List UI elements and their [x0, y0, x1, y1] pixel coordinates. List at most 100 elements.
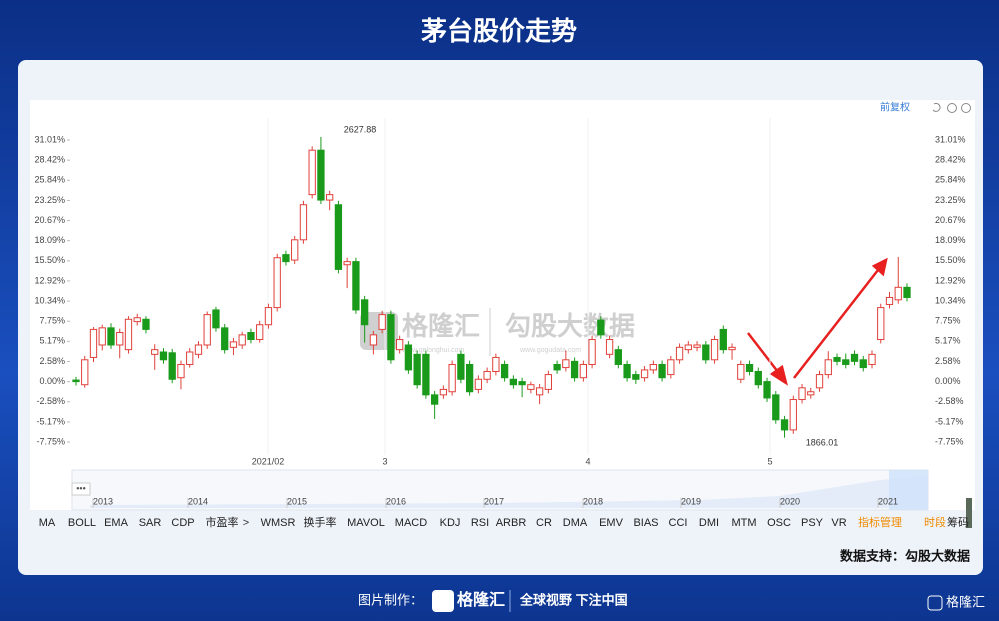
candle-body [562, 359, 570, 369]
candle-body [658, 363, 666, 379]
indicator-tab[interactable]: EMV [599, 517, 624, 529]
indicator-tab[interactable]: MAVOL [347, 517, 385, 529]
candle-body [868, 353, 876, 365]
candle-body [772, 394, 780, 421]
indicator-tab[interactable]: 筹码 [947, 515, 969, 529]
more-arrow[interactable]: > [243, 517, 249, 529]
candle-body [737, 363, 745, 380]
zoom-in[interactable] [961, 103, 971, 113]
candle-body [527, 384, 535, 390]
candle-body [649, 363, 657, 371]
navigator-year: 2019 [681, 496, 701, 506]
y-tick-label: -2.58% [36, 396, 65, 406]
candle-body [361, 299, 369, 326]
candle-body [439, 388, 448, 396]
y-tick-label: 5.17% [39, 336, 65, 346]
indicator-tab[interactable]: BOLL [68, 517, 96, 529]
candle-body [789, 399, 797, 431]
candle-body [833, 356, 841, 362]
indicator-tab[interactable]: 换手率 [304, 515, 337, 529]
candle-body [72, 379, 80, 383]
indicator-tab[interactable]: VR [831, 517, 846, 529]
navigator-year: 2013 [93, 496, 113, 506]
navigator-handle[interactable] [71, 482, 91, 496]
arrow-head [871, 257, 888, 277]
candle-body [151, 349, 159, 355]
y2-tick-label: 12.92% [935, 275, 966, 285]
candle-body [387, 314, 395, 361]
candle-body [605, 339, 614, 355]
candle-body [623, 363, 631, 379]
indicator-tab[interactable]: MACD [395, 517, 427, 529]
indicator-tab[interactable]: CDP [171, 517, 194, 529]
indicator-tab[interactable]: CCI [669, 517, 688, 529]
candle-body [570, 360, 579, 379]
candle-body [702, 344, 710, 361]
candle-body [597, 319, 605, 336]
candle-body [107, 327, 115, 346]
indicator-tab[interactable]: PSY [801, 517, 824, 529]
candle-body [614, 349, 622, 365]
arrow-head [769, 364, 788, 386]
candle-body [754, 370, 762, 386]
indicator-tab[interactable]: 时段 [924, 515, 946, 529]
navigator-year: 2017 [484, 496, 504, 506]
watermark-text: 格隆汇 [402, 311, 480, 341]
candle-body [273, 257, 281, 309]
navigator-year: 2020 [780, 496, 800, 506]
indicator-tab[interactable]: WMSR [261, 517, 296, 529]
candle-body [684, 344, 692, 351]
arrow-line [793, 269, 879, 379]
watermark-url: www.gelonghui.com [401, 347, 464, 354]
navigator-year: 2021 [878, 496, 898, 506]
indicator-tab[interactable]: SAR [139, 517, 162, 529]
y2-tick-label: 7.75% [935, 316, 961, 326]
indicator-tab[interactable]: MTM [731, 517, 756, 529]
annotation: 2627.88 [344, 124, 377, 134]
indicator-tab[interactable]: KDJ [440, 517, 461, 529]
watermark-url: www.gogudata.com [519, 347, 581, 354]
indicator-tab[interactable]: 指标管理 [858, 515, 902, 529]
candle-body [579, 363, 587, 379]
candle-body [815, 374, 824, 389]
adjust-button[interactable]: 前复权 [880, 101, 910, 114]
watermark-text: 勾股大数据 [505, 311, 635, 341]
candle-body [745, 363, 754, 372]
navigator-area [90, 476, 928, 508]
candle-body [535, 387, 544, 396]
indicator-tab[interactable]: DMI [699, 517, 719, 529]
indicator-tab[interactable]: DMA [563, 517, 588, 529]
indicator-tab[interactable]: OSC [767, 517, 791, 529]
candle-body [448, 363, 456, 393]
reset-icon[interactable] [932, 102, 941, 112]
candle-body [518, 381, 526, 386]
indicator-tab[interactable]: EMA [104, 517, 129, 529]
y2-tick-label: 20.67% [935, 215, 966, 225]
navigator-year: 2015 [287, 496, 307, 506]
scroll-bar [966, 498, 972, 528]
y2-tick-label: -2.58% [935, 396, 964, 406]
x-tick-label: 4 [585, 456, 590, 466]
navigator-window[interactable] [889, 470, 928, 510]
candle-body [465, 363, 474, 393]
candle-body [798, 387, 806, 401]
candle-body [457, 353, 465, 380]
candle-body [483, 370, 491, 380]
y-tick-label: 23.25% [34, 195, 65, 205]
candle-body [352, 261, 360, 311]
candle-body [903, 286, 911, 298]
indicator-tab[interactable]: BIAS [633, 517, 658, 529]
indicator-tab[interactable]: RSI [471, 517, 489, 529]
candle-body [142, 318, 150, 330]
candle-body [780, 419, 789, 431]
candle-body [256, 324, 264, 341]
indicator-tab[interactable]: ARBR [496, 517, 527, 529]
candle-body [693, 344, 701, 348]
indicator-tab[interactable]: MA [39, 517, 56, 529]
candle-body [413, 353, 421, 386]
indicator-tab[interactable]: 市盈率 [206, 515, 239, 529]
zoom-out[interactable] [947, 103, 957, 113]
indicator-tab[interactable]: CR [536, 517, 552, 529]
candle-body [640, 369, 649, 379]
